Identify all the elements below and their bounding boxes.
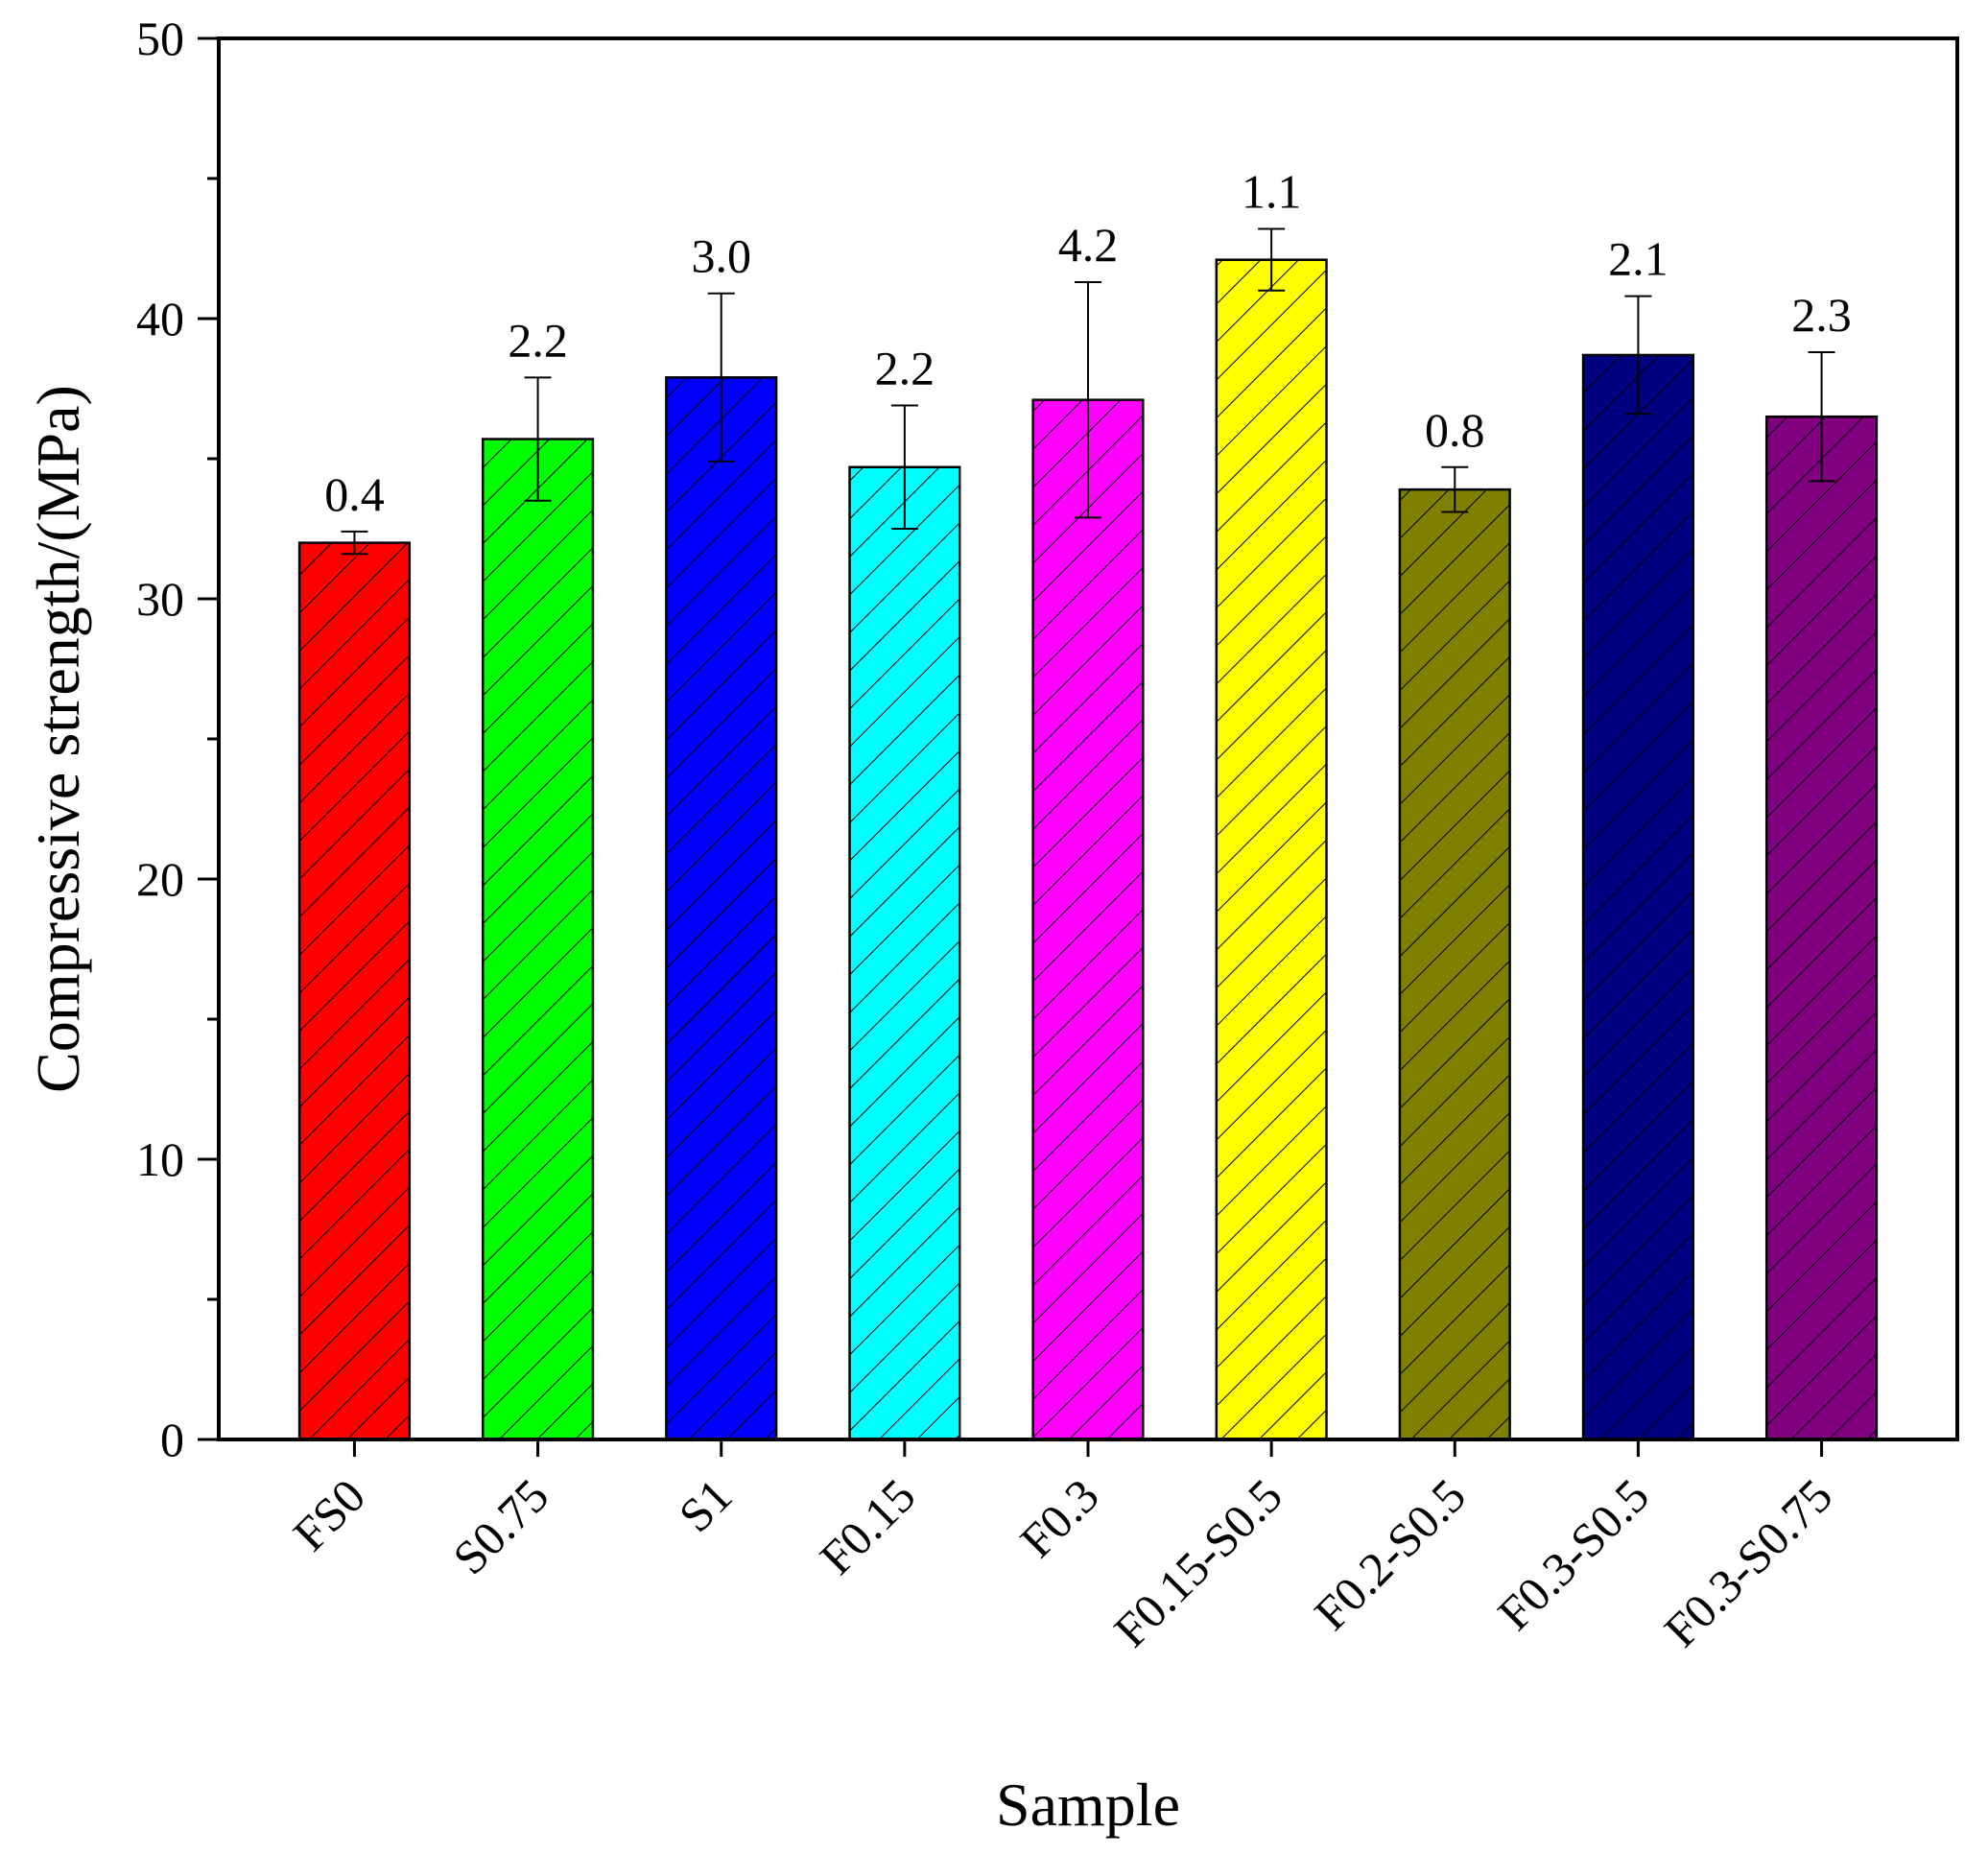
bar-hatch [1581,353,1695,1441]
error-label: 0.8 [1425,403,1485,457]
x-axis-title: Sample [996,1771,1180,1839]
y-axis-title: Compressive strength/(MPa) [24,385,92,1093]
x-tick-label: S1 [669,1468,743,1542]
y-tick-label: 50 [136,12,184,65]
bar-hatch [1031,398,1145,1441]
bar-hatch [665,376,778,1441]
error-label: 2.2 [508,313,568,367]
error-label: 3.0 [691,229,751,283]
x-tick-label: F0.2-S0.5 [1304,1468,1476,1640]
x-tick-label: F0.15-S0.5 [1103,1468,1292,1657]
y-tick-label: 0 [160,1413,184,1466]
error-label: 2.2 [875,342,935,395]
x-tick-label: FS0 [283,1468,376,1561]
x-tick-label: F0.3 [1009,1468,1108,1567]
x-tick-label: F0.3-S0.5 [1487,1468,1659,1640]
bar-hatch [1764,415,1879,1441]
y-tick-label: 40 [136,292,184,345]
x-tick-label: S0.75 [442,1468,558,1584]
bar-hatch [1398,488,1511,1441]
bar-hatch [297,541,412,1441]
x-tick-label: F0.15 [810,1468,926,1584]
bar-hatch [1215,258,1328,1441]
error-label: 0.4 [324,467,385,521]
x-tick-label: F0.3-S0.75 [1654,1468,1843,1657]
y-tick-label: 10 [136,1132,184,1186]
y-tick-label: 20 [136,852,184,906]
error-label: 1.1 [1242,165,1302,219]
y-tick-label: 30 [136,572,184,626]
bar-hatch [481,438,595,1441]
error-label: 2.3 [1791,288,1852,342]
error-label: 4.2 [1058,218,1119,272]
error-label: 2.1 [1608,232,1668,286]
bar-hatch [848,465,961,1441]
